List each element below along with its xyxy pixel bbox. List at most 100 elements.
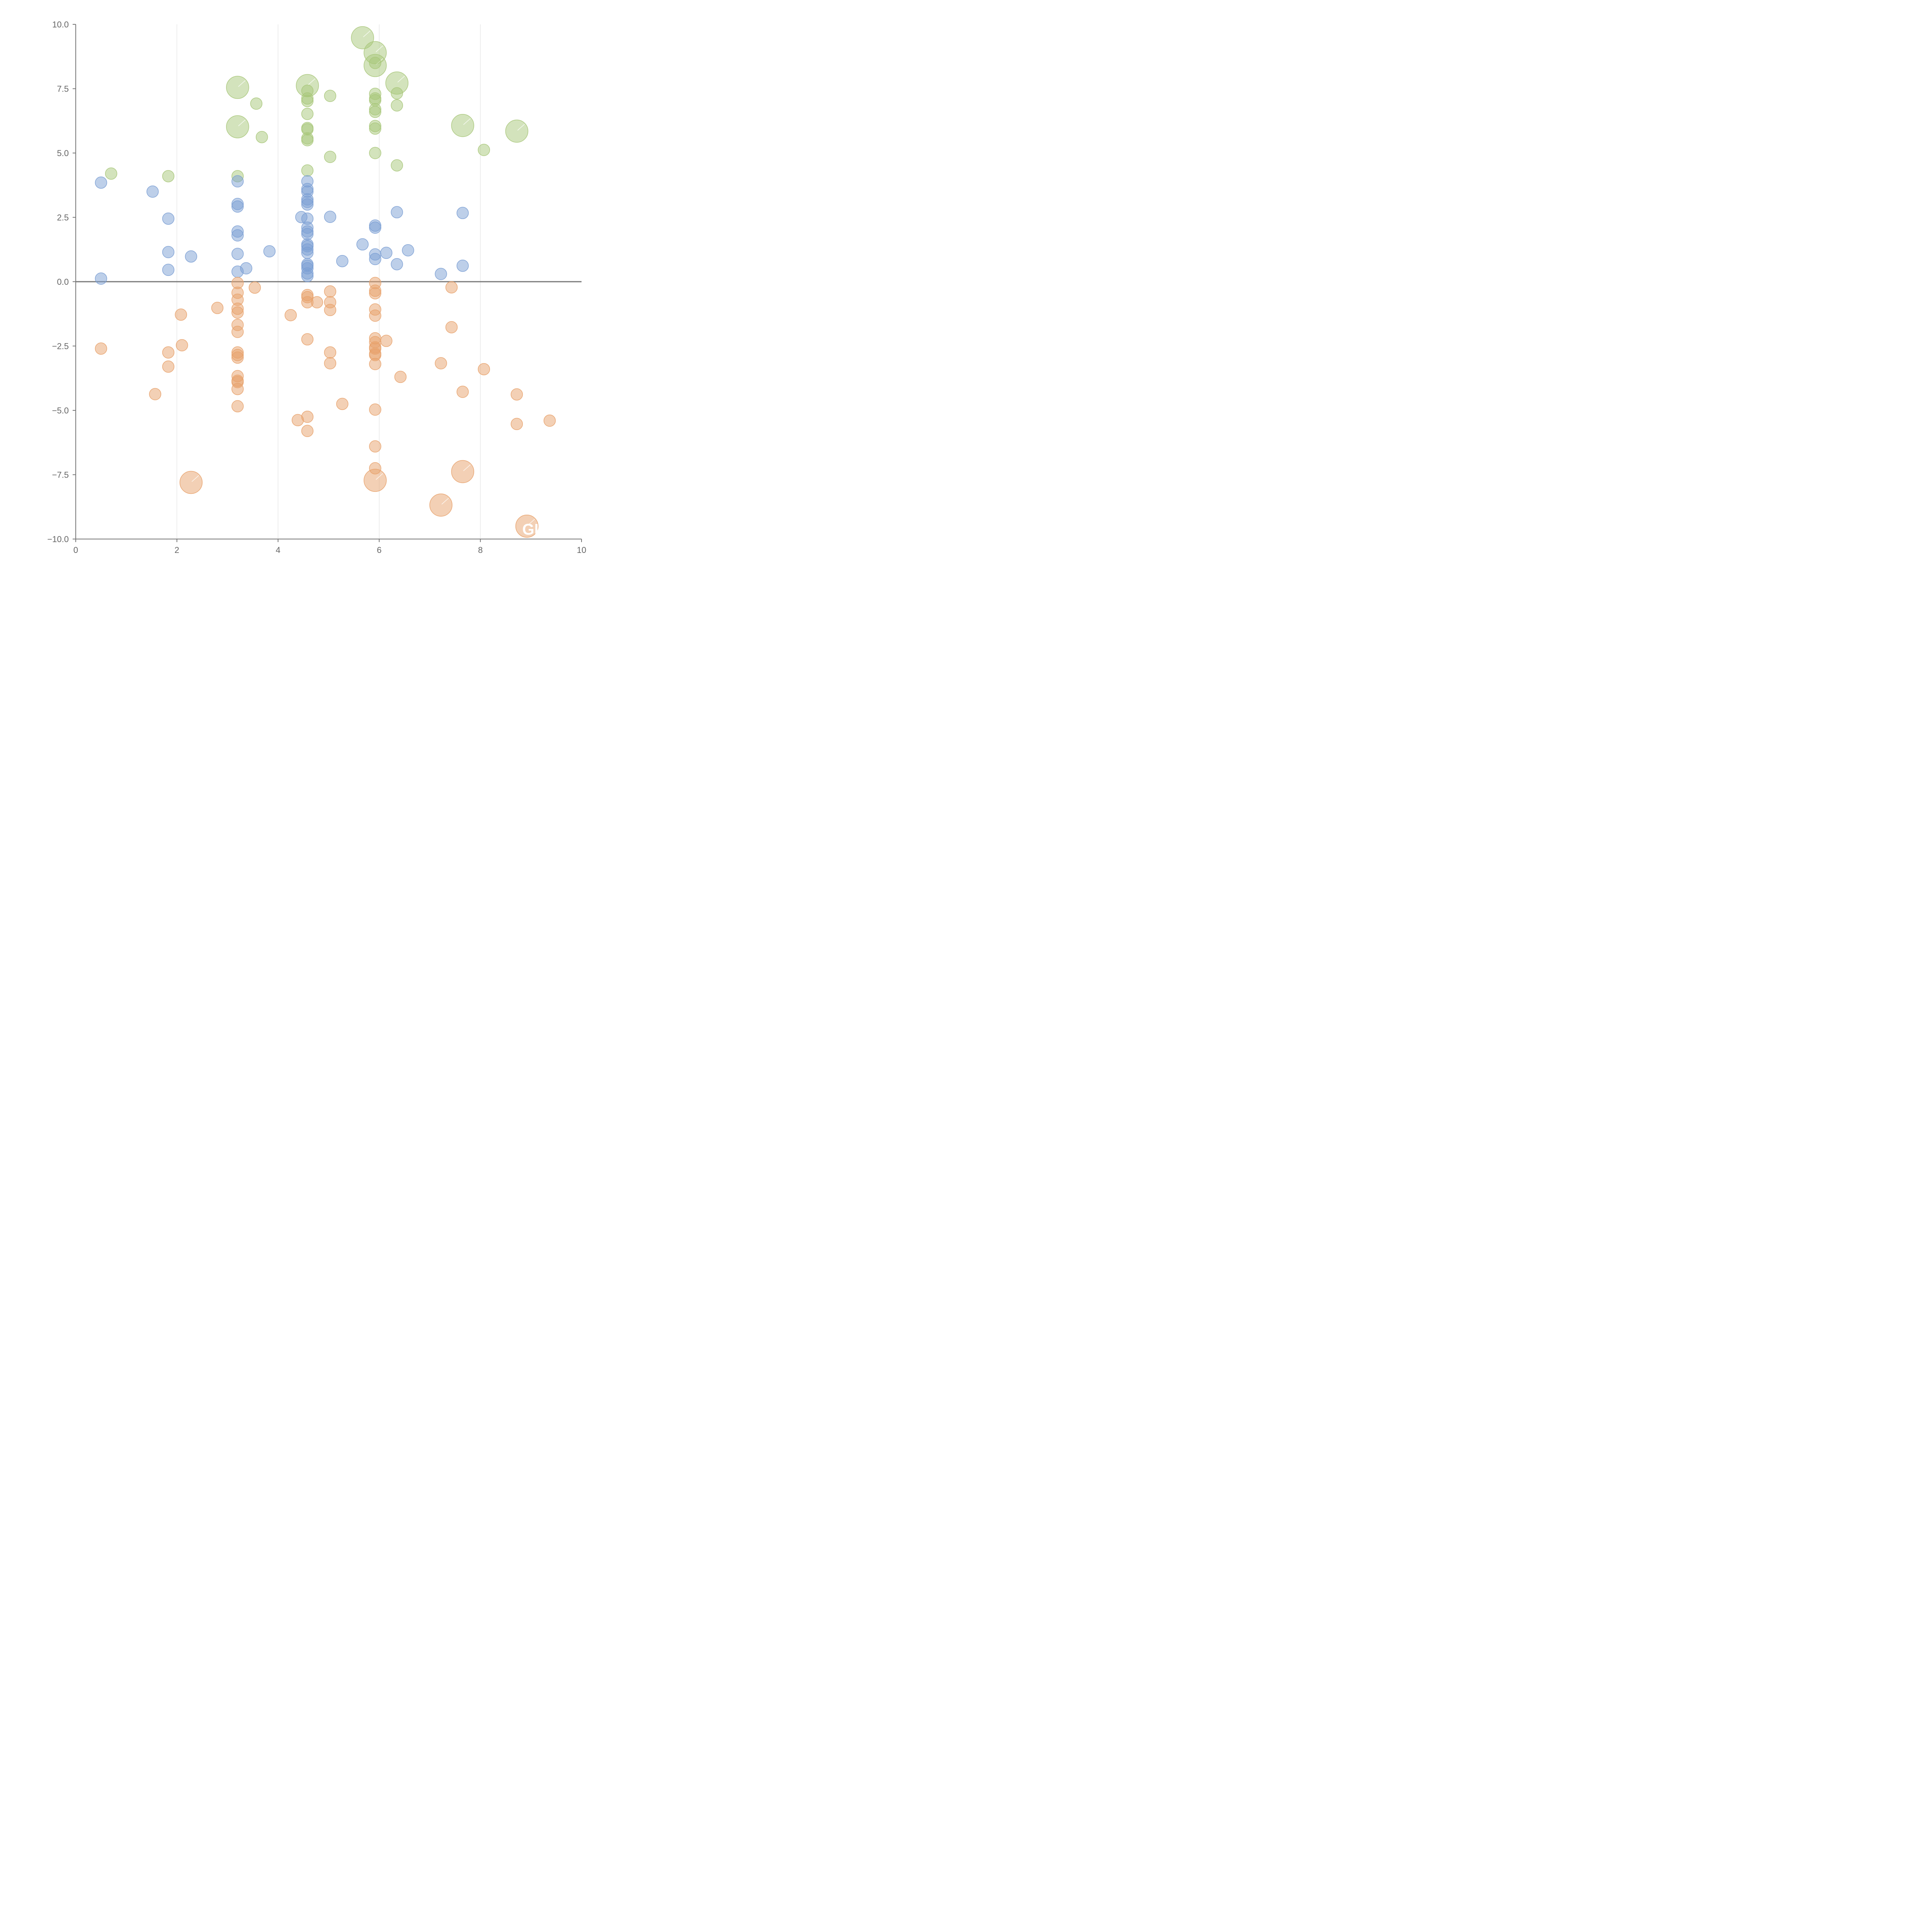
x-tick-label: 2 — [175, 545, 179, 555]
data-point — [429, 493, 452, 517]
series-group — [95, 277, 556, 538]
data-point — [301, 198, 314, 211]
y-tick-label: 0.0 — [57, 277, 69, 287]
data-point — [162, 213, 175, 225]
data-point — [231, 383, 244, 395]
data-point — [185, 250, 197, 263]
data-point — [369, 403, 381, 416]
data-point — [301, 270, 314, 282]
data-point — [146, 185, 159, 198]
data-point — [231, 200, 244, 213]
data-point — [369, 105, 381, 118]
y-tick-label: −2.5 — [52, 342, 69, 351]
data-point — [226, 115, 249, 138]
label-leader-line — [397, 76, 405, 83]
data-point — [478, 144, 490, 156]
data-point — [301, 228, 314, 240]
data-point — [105, 167, 117, 180]
data-point — [301, 95, 314, 107]
data-point — [451, 114, 474, 137]
label-leader-line — [527, 519, 535, 526]
axes — [73, 24, 582, 542]
series-group — [105, 26, 529, 182]
data-point — [263, 245, 276, 258]
data-point — [175, 308, 187, 321]
scatter-chart: 0 2 4 6 8 10 10.0 7.5 5.0 2.5 0.0 −2.5 −5.0 −7.5 −10.0… — [47, 20, 586, 555]
data-point — [95, 342, 107, 355]
data-point — [369, 122, 381, 135]
data-point — [391, 159, 403, 172]
data-point — [356, 238, 369, 251]
data-point — [324, 304, 337, 316]
data-point — [240, 262, 252, 275]
y-tick-label: −5.0 — [52, 406, 69, 415]
data-point — [231, 400, 244, 413]
data-point — [369, 440, 381, 452]
tick-labels: 0 2 4 6 8 10 10.0 7.5 5.0 2.5 0.0 −2.5 −5.0 −7.5 −10.0 — [47, 20, 586, 555]
data-point — [324, 357, 337, 369]
data-point — [451, 460, 474, 483]
data-point — [445, 281, 458, 294]
data-point — [301, 410, 314, 423]
data-point — [510, 388, 523, 401]
data-point — [380, 247, 393, 259]
data-point — [231, 351, 244, 364]
data-point — [505, 119, 529, 143]
data-point — [515, 514, 539, 538]
label-leader-line — [376, 473, 383, 480]
data-point — [324, 151, 337, 163]
label-leader-line — [463, 118, 471, 125]
data-point — [391, 87, 403, 100]
x-tick-label: 10 — [577, 545, 586, 555]
y-tick-label: 5.0 — [57, 148, 69, 158]
data-point — [391, 206, 403, 218]
data-point — [435, 357, 447, 369]
label-leader-line — [238, 119, 246, 126]
data-point — [301, 425, 314, 437]
data-point — [336, 255, 349, 267]
data-point — [95, 272, 107, 285]
data-point — [394, 371, 407, 383]
label-leader-line — [376, 45, 383, 52]
x-tick-label: 0 — [73, 545, 78, 555]
data-point — [231, 175, 244, 188]
point-annotation: GI — [522, 521, 539, 538]
data-point — [369, 221, 381, 234]
data-point — [369, 147, 381, 159]
data-point — [311, 296, 323, 309]
x-tick-label: 4 — [276, 545, 280, 555]
data-point — [255, 131, 268, 143]
data-point — [456, 207, 469, 219]
y-tick-label: 7.5 — [57, 84, 69, 94]
data-point — [478, 363, 490, 376]
data-points — [95, 26, 556, 538]
data-point — [391, 99, 403, 112]
data-point — [248, 281, 261, 294]
data-point — [351, 26, 374, 49]
label-leader-line — [308, 78, 316, 85]
data-point — [162, 246, 175, 259]
label-leader-line — [363, 31, 371, 37]
data-point — [231, 326, 244, 338]
data-point — [445, 321, 458, 333]
label-leader-line — [238, 80, 246, 87]
data-point — [380, 335, 393, 347]
data-point — [231, 306, 244, 319]
data-point — [179, 471, 203, 494]
data-point — [301, 247, 314, 259]
data-point — [324, 346, 337, 359]
data-point — [162, 361, 175, 373]
y-tick-label: 2.5 — [57, 213, 69, 223]
data-point — [176, 339, 188, 352]
data-point — [301, 108, 314, 120]
data-point — [162, 346, 175, 359]
y-tick-label: 10.0 — [52, 20, 69, 29]
data-point — [543, 414, 556, 427]
y-tick-label: −10.0 — [47, 534, 69, 544]
x-tick-label: 6 — [377, 545, 381, 555]
data-point — [456, 386, 469, 398]
data-point — [301, 333, 314, 345]
label-leader-line — [191, 475, 199, 482]
data-point — [162, 170, 175, 182]
data-point — [211, 302, 224, 314]
